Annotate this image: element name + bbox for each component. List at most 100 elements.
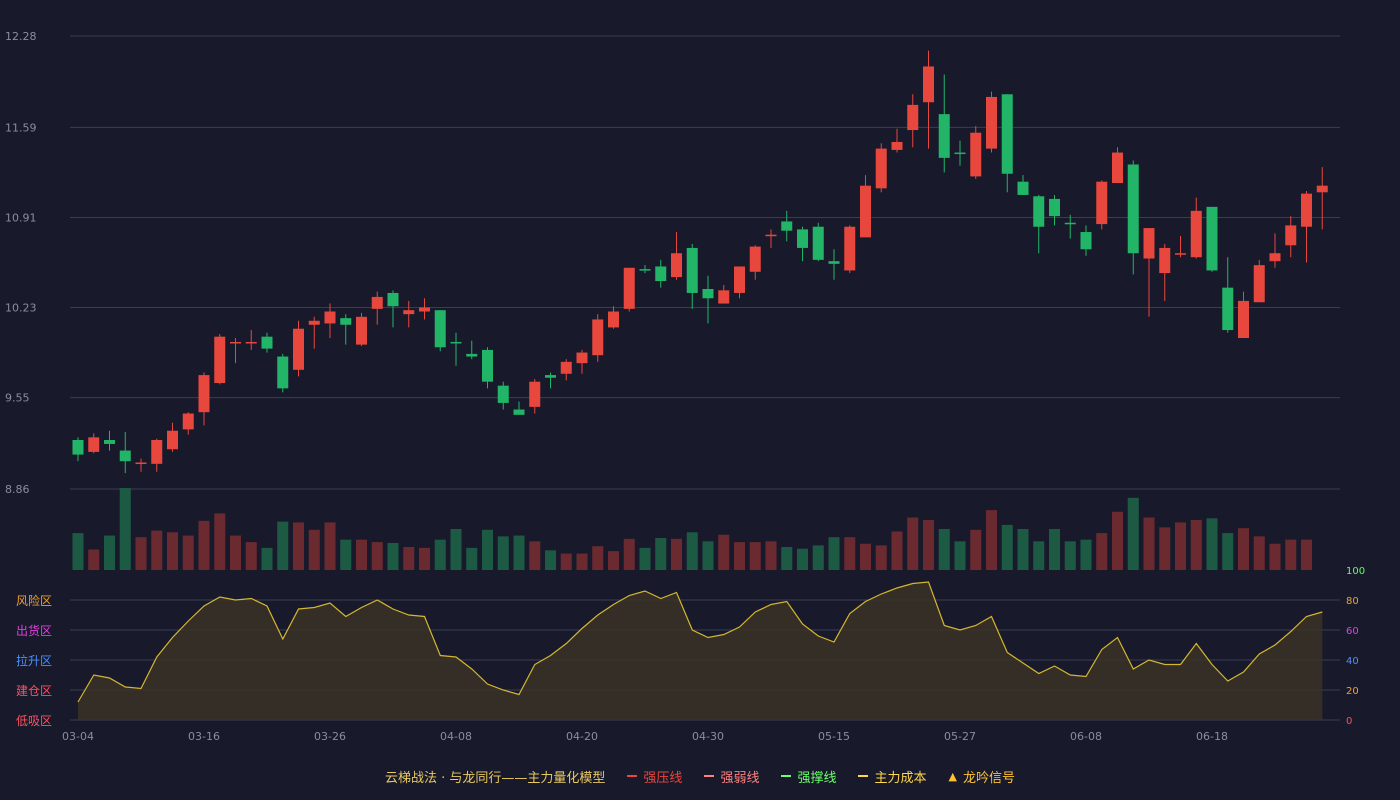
volume-bar: [749, 542, 761, 570]
candle[interactable]: [387, 290, 399, 328]
candle[interactable]: [1064, 214, 1076, 239]
legend-item-main-cost[interactable]: 主力成本: [858, 767, 926, 786]
candle[interactable]: [702, 275, 714, 324]
volume-bar: [419, 547, 430, 570]
candle[interactable]: [1301, 190, 1312, 263]
legend-item-strength-line[interactable]: 强弱线: [704, 767, 759, 786]
candle[interactable]: [1080, 225, 1092, 256]
candle[interactable]: [1143, 228, 1155, 317]
candle[interactable]: [797, 226, 808, 262]
candle[interactable]: [1127, 160, 1139, 275]
candle[interactable]: [293, 320, 304, 377]
candle-body: [702, 288, 714, 299]
candle[interactable]: [482, 347, 493, 389]
candle-body: [1222, 287, 1234, 331]
candle[interactable]: [529, 379, 541, 414]
candle[interactable]: [1222, 257, 1234, 333]
candle[interactable]: [450, 332, 462, 366]
candle[interactable]: [560, 359, 572, 381]
candle[interactable]: [954, 140, 966, 166]
legend-item-label: 龙吟信号: [962, 770, 1015, 786]
candle[interactable]: [891, 128, 903, 153]
candle[interactable]: [88, 433, 100, 454]
candle[interactable]: [151, 438, 163, 472]
legend-item-dragon-signal[interactable]: ▲ 龙吟信号: [948, 767, 1014, 786]
candle[interactable]: [434, 310, 446, 352]
volume-bar: [135, 537, 147, 570]
volume-bar: [623, 538, 635, 570]
candle[interactable]: [545, 372, 556, 389]
candle[interactable]: [608, 306, 619, 329]
volume-bar: [245, 542, 257, 570]
candlestick-series[interactable]: [72, 50, 1328, 474]
candle[interactable]: [167, 422, 178, 452]
candle[interactable]: [1316, 167, 1328, 230]
candle[interactable]: [938, 74, 950, 173]
candle[interactable]: [1049, 194, 1060, 226]
candle-body: [938, 114, 950, 158]
candle[interactable]: [497, 381, 509, 410]
candle[interactable]: [655, 259, 667, 288]
candle[interactable]: [419, 298, 430, 320]
candle[interactable]: [844, 225, 856, 274]
candle[interactable]: [1253, 259, 1265, 303]
candle[interactable]: [371, 291, 383, 325]
price-axis: 12.28 11.59 10.91 10.23 9.55 8.86: [5, 30, 37, 496]
candle[interactable]: [1033, 194, 1045, 254]
candle[interactable]: [875, 143, 887, 193]
volume-bar: [576, 553, 588, 570]
candle[interactable]: [1112, 147, 1123, 184]
candle[interactable]: [277, 353, 289, 393]
candle[interactable]: [513, 401, 525, 415]
candle[interactable]: [403, 300, 415, 328]
candle[interactable]: [104, 430, 115, 451]
candle[interactable]: [1096, 180, 1108, 230]
candle[interactable]: [72, 437, 84, 462]
candle[interactable]: [986, 91, 997, 153]
candle[interactable]: [1175, 236, 1186, 258]
candle[interactable]: [356, 312, 367, 346]
candle[interactable]: [576, 349, 588, 374]
candle[interactable]: [1269, 233, 1281, 268]
candle[interactable]: [466, 340, 478, 360]
candle[interactable]: [749, 245, 761, 280]
candle[interactable]: [119, 432, 131, 474]
legend-item-strong-support[interactable]: 强撑线: [781, 767, 836, 786]
candle[interactable]: [1238, 291, 1249, 338]
candle[interactable]: [214, 334, 226, 385]
candle[interactable]: [308, 316, 320, 349]
candle[interactable]: [734, 266, 745, 299]
candle[interactable]: [324, 303, 336, 338]
candle-body: [1301, 193, 1312, 227]
candle[interactable]: [245, 330, 257, 350]
candle[interactable]: [340, 314, 352, 345]
candle[interactable]: [1285, 216, 1297, 258]
candle[interactable]: [230, 338, 241, 364]
candle[interactable]: [970, 126, 982, 180]
candle[interactable]: [765, 229, 777, 248]
candle[interactable]: [198, 372, 210, 426]
candle[interactable]: [592, 314, 604, 362]
candle[interactable]: [828, 249, 840, 280]
candle[interactable]: [623, 267, 635, 312]
candle[interactable]: [718, 285, 730, 304]
candle[interactable]: [1017, 175, 1029, 195]
candle[interactable]: [671, 232, 682, 280]
candle[interactable]: [923, 50, 934, 149]
candle[interactable]: [686, 243, 698, 309]
candle[interactable]: [781, 210, 793, 242]
candle[interactable]: [1001, 94, 1013, 193]
candle[interactable]: [1159, 243, 1171, 301]
candle[interactable]: [812, 222, 824, 262]
candle-body: [1096, 181, 1108, 225]
candle[interactable]: [261, 332, 273, 353]
candle[interactable]: [135, 458, 147, 472]
candle[interactable]: [182, 412, 194, 435]
legend-item-strong-pressure[interactable]: 强压线: [627, 767, 682, 786]
candle[interactable]: [1206, 206, 1218, 272]
candle[interactable]: [639, 265, 651, 274]
candle[interactable]: [1190, 197, 1202, 259]
candle[interactable]: [860, 175, 871, 238]
candle[interactable]: [907, 94, 919, 148]
